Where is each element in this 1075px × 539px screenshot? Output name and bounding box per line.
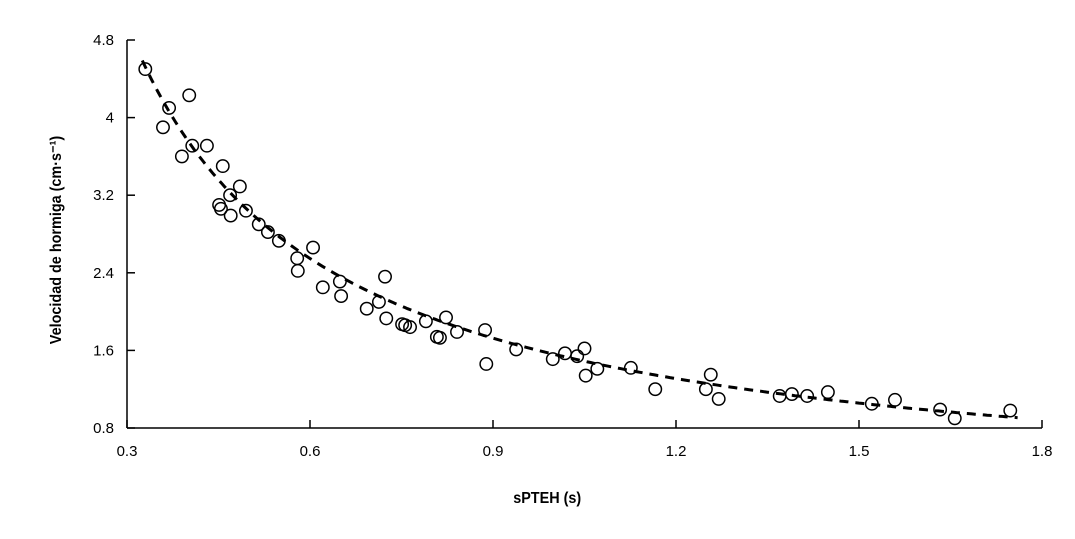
data-point [478, 323, 493, 337]
x-tick-label: 0.3 [117, 443, 138, 460]
data-point [570, 349, 585, 364]
data-point [290, 251, 305, 266]
y-tick-label: 4 [106, 110, 114, 127]
data-point [174, 149, 189, 164]
data-point [199, 138, 214, 153]
data-point [223, 188, 238, 203]
x-tick-label: 1.8 [1032, 443, 1053, 460]
data-point [888, 392, 902, 407]
data-point [239, 203, 253, 218]
data-point [332, 274, 347, 289]
data-point [185, 138, 200, 153]
data-point [450, 325, 464, 339]
data-point [648, 382, 663, 397]
data-point [306, 240, 320, 255]
y-tick-label: 2.4 [93, 265, 114, 282]
x-tick-label: 1.2 [666, 443, 687, 460]
data-point [156, 120, 170, 135]
data-point [232, 179, 247, 194]
data-point [800, 389, 815, 403]
data-point [378, 269, 392, 284]
data-point [182, 88, 197, 103]
data-point [271, 233, 286, 248]
data-point [290, 263, 305, 278]
data-point [162, 100, 177, 115]
data-point [213, 201, 228, 216]
data-point [260, 225, 275, 240]
data-point [359, 301, 374, 316]
data-point [545, 352, 560, 367]
data-point [432, 330, 447, 345]
data-point [418, 314, 433, 329]
data-point [509, 342, 524, 357]
data-point [251, 217, 266, 232]
data-point [315, 280, 330, 295]
data-point [590, 361, 605, 376]
data-point [334, 289, 349, 304]
data-point [703, 367, 718, 382]
data-point [864, 396, 879, 411]
data-point [711, 391, 726, 406]
data-point [379, 311, 394, 326]
data-point [577, 341, 592, 356]
chart-marks [138, 59, 1018, 426]
x-tick-label: 1.5 [849, 443, 870, 460]
y-tick-label: 0.8 [93, 420, 114, 437]
x-ticks: 0.3 0.6 0.9 1.2 1.5 1.8 [117, 420, 1053, 460]
data-point [439, 310, 453, 325]
data-point [479, 357, 494, 371]
data-point [933, 402, 948, 417]
data-point [558, 346, 572, 361]
x-tick-label: 0.9 [483, 443, 504, 460]
trendline [140, 59, 1018, 420]
data-point [578, 368, 593, 383]
data-point [947, 411, 962, 426]
x-tick-label: 0.6 [300, 443, 321, 460]
data-point [820, 385, 835, 400]
data-point [371, 294, 386, 309]
y-axis-label: Velocidad de hormiga (cm·s⁻¹) [47, 136, 65, 344]
y-ticks: 0.8 1.6 2.4 3.2 4 4.8 [93, 32, 135, 437]
data-point [1003, 403, 1018, 418]
data-point [772, 389, 787, 403]
data-point [623, 360, 638, 375]
data-point [403, 320, 417, 335]
y-tick-label: 4.8 [93, 32, 114, 49]
data-point [223, 208, 238, 223]
data-point [784, 387, 799, 401]
x-axis-label: sPTEH (s) [513, 489, 581, 507]
y-tick-label: 1.6 [93, 342, 114, 359]
data-point [215, 159, 230, 174]
y-tick-label: 3.2 [93, 187, 114, 204]
data-point [138, 62, 153, 77]
data-point [698, 382, 713, 397]
